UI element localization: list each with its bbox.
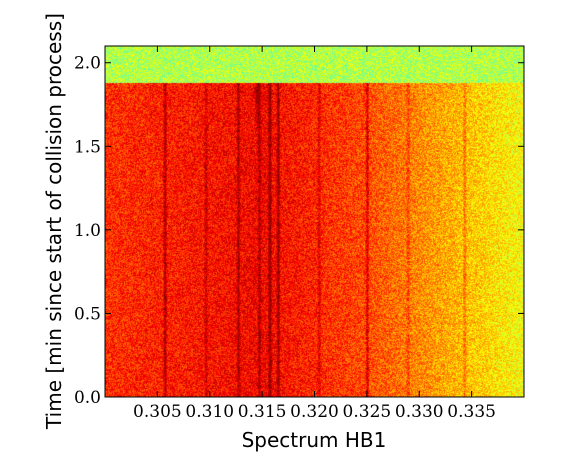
y-axis-title: Time [min since start of collision proce…	[42, 13, 66, 430]
x-tick-label: 0.320	[290, 402, 339, 422]
y-tick-label: 0.5	[74, 304, 101, 324]
x-tick-label: 0.335	[447, 402, 496, 422]
y-tick-label: 2.0	[74, 54, 101, 74]
x-axis-title: Spectrum HB1	[242, 428, 387, 452]
plot-area	[105, 46, 524, 397]
y-tick-label: 1.0	[74, 221, 101, 241]
x-tick-label: 0.325	[343, 402, 392, 422]
heatmap-image	[105, 46, 524, 397]
x-tick-label: 0.315	[238, 402, 287, 422]
axis-ticks: 0.305 0.310 0.315 0.320 0.325 0.330 0.335 0.0 0.…	[74, 46, 524, 422]
y-tick-label: 0.0	[74, 388, 101, 408]
x-tick-label: 0.305	[133, 402, 182, 422]
y-tick-label: 1.5	[74, 137, 101, 157]
x-tick-label: 0.310	[185, 402, 234, 422]
x-tick-label: 0.330	[395, 402, 444, 422]
